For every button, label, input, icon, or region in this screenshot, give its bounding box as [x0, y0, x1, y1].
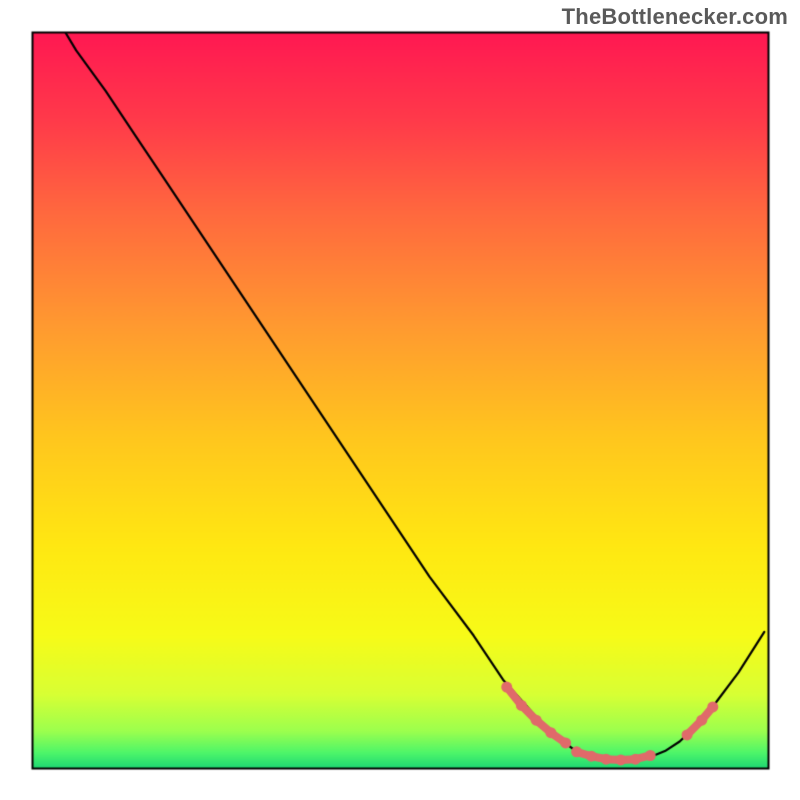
watermark-text: TheBottlenecker.com	[562, 4, 788, 30]
bottleneck-chart-canvas	[0, 0, 800, 800]
chart-stage: TheBottlenecker.com	[0, 0, 800, 800]
